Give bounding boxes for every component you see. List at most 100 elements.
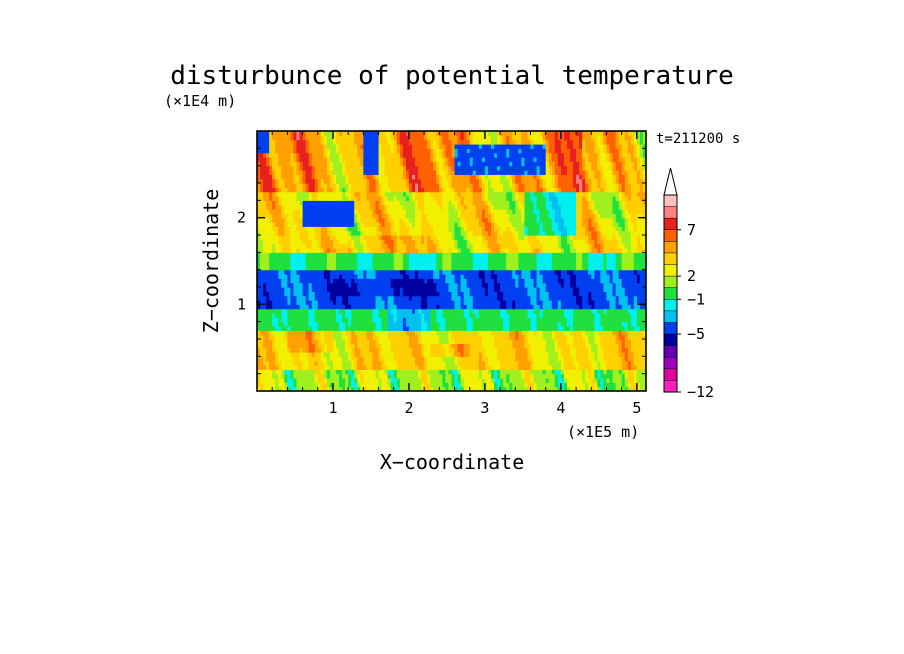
heatmap-cell — [381, 334, 386, 340]
heatmap-cell — [390, 209, 395, 214]
heatmap-cell — [287, 378, 292, 383]
heatmap-cell — [421, 269, 425, 275]
heatmap-cell — [387, 148, 392, 154]
heatmap-cell — [402, 252, 407, 258]
heatmap-cell — [308, 178, 313, 184]
heatmap-cell — [503, 326, 507, 331]
heatmap-cell — [323, 295, 328, 301]
heatmap-cell — [302, 378, 307, 383]
heatmap-cell — [442, 274, 447, 279]
heatmap-cell — [439, 157, 443, 162]
heatmap-cell — [342, 148, 346, 154]
heatmap-cell — [433, 183, 437, 188]
heatmap-cell — [366, 300, 371, 305]
heatmap-cell — [323, 347, 328, 353]
heatmap-cell — [320, 347, 325, 353]
heatmap-cell — [320, 178, 325, 184]
heatmap-cell — [332, 161, 337, 167]
heatmap-cell — [378, 386, 383, 391]
heatmap-cell — [305, 321, 310, 327]
heatmap-cell — [472, 187, 477, 193]
heatmap-cell — [326, 248, 331, 253]
heatmap-cell — [457, 213, 462, 219]
heatmap-cell — [506, 256, 510, 262]
heatmap-cell — [494, 334, 498, 340]
heatmap-cell — [387, 170, 392, 175]
heatmap-cell — [424, 352, 428, 357]
heatmap-cell — [263, 317, 267, 323]
heatmap-cell — [451, 295, 456, 301]
heatmap-cell — [363, 230, 368, 236]
heatmap-cell — [491, 360, 495, 366]
heatmap-cell — [405, 213, 410, 219]
heatmap-cell — [320, 373, 325, 379]
heatmap-cell — [390, 161, 395, 167]
heatmap-cell — [475, 274, 480, 279]
heatmap-cell — [287, 183, 292, 188]
heatmap-cell — [317, 248, 322, 253]
heatmap-cell — [369, 135, 374, 141]
heatmap-cell — [314, 339, 319, 344]
heatmap-cell — [260, 339, 264, 344]
heatmap-cell — [457, 157, 462, 162]
heatmap-cell — [491, 282, 495, 288]
heatmap-cell — [436, 326, 440, 331]
heatmap-cell — [424, 378, 428, 383]
heatmap-cell — [491, 278, 495, 284]
heatmap-cell — [366, 235, 371, 240]
heatmap-cell — [478, 265, 483, 271]
heatmap-cell — [506, 161, 510, 167]
heatmap-cell — [463, 382, 468, 388]
heatmap-cell — [402, 174, 407, 180]
heatmap-cell — [345, 204, 349, 210]
heatmap-cell — [381, 196, 386, 201]
heatmap-cell — [445, 183, 450, 188]
heatmap-cell — [415, 204, 419, 210]
heatmap-cell — [466, 196, 471, 201]
heatmap-cell — [408, 152, 413, 158]
heatmap-cell — [445, 191, 450, 197]
heatmap-cell — [351, 265, 355, 271]
heatmap-cell — [484, 330, 489, 336]
heatmap-cell — [421, 343, 425, 349]
heatmap-cell — [421, 313, 425, 318]
heatmap-cell — [402, 295, 407, 301]
heatmap-cell — [372, 282, 377, 288]
heatmap-cell — [442, 295, 447, 301]
heatmap-cell — [305, 239, 310, 245]
heatmap-cell — [366, 165, 371, 171]
heatmap-cell — [260, 209, 264, 214]
heatmap-cell — [260, 183, 264, 188]
heatmap-cell — [345, 282, 349, 288]
heatmap-cell — [472, 269, 477, 275]
heatmap-cell — [427, 222, 431, 227]
heatmap-cell — [478, 308, 483, 314]
heatmap-cell — [348, 239, 352, 245]
heatmap-cell — [405, 373, 410, 379]
heatmap-cell — [372, 235, 377, 240]
heatmap-cell — [487, 196, 492, 201]
heatmap-cell — [411, 178, 416, 184]
heatmap-cell — [439, 300, 443, 305]
heatmap-cell — [278, 347, 282, 353]
heatmap-cell — [433, 196, 437, 201]
heatmap-cell — [351, 369, 355, 375]
heatmap-cell — [278, 222, 282, 227]
heatmap-cell — [503, 352, 507, 357]
heatmap-cell — [481, 386, 486, 391]
heatmap-cell — [500, 274, 504, 279]
heatmap-cell — [436, 378, 440, 383]
heatmap-cell — [484, 274, 489, 279]
heatmap-cell — [405, 326, 410, 331]
heatmap-cell — [329, 352, 334, 357]
heatmap-cell — [311, 139, 316, 145]
heatmap-cell — [497, 235, 501, 240]
heatmap-cell — [481, 217, 486, 223]
heatmap-cell — [266, 265, 270, 271]
heatmap-cell — [384, 308, 389, 314]
heatmap-cell — [308, 300, 313, 305]
heatmap-cell — [393, 217, 398, 223]
heatmap-cell — [314, 165, 319, 171]
heatmap-cell — [287, 157, 292, 162]
heatmap-cell — [415, 278, 419, 284]
